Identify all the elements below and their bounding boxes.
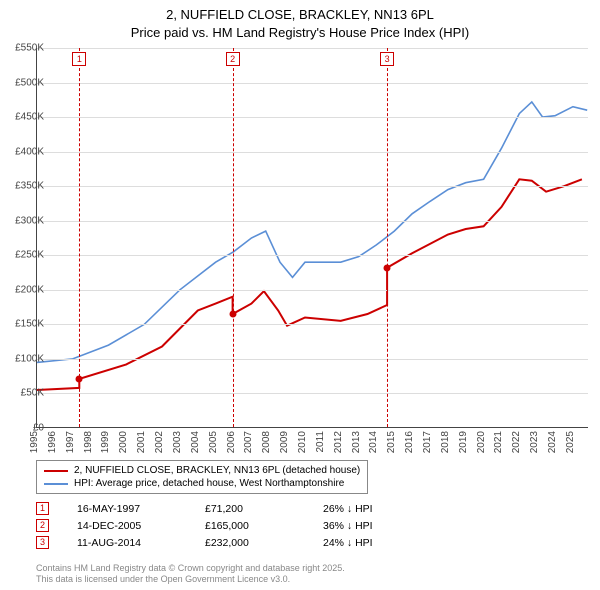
footer-line: This data is licensed under the Open Gov… bbox=[36, 574, 345, 586]
sale-delta: 26% ↓ HPI bbox=[323, 503, 373, 515]
x-axis-label: 1999 bbox=[100, 431, 111, 453]
x-axis-label: 2016 bbox=[404, 431, 415, 453]
sale-price: £232,000 bbox=[205, 537, 295, 549]
x-axis-label: 2019 bbox=[458, 431, 469, 453]
x-axis-label: 1997 bbox=[65, 431, 76, 453]
sale-marker-dot bbox=[384, 264, 391, 271]
y-axis-label: £50K bbox=[4, 388, 44, 399]
sale-marker-dot bbox=[229, 311, 236, 318]
sale-date: 16-MAY-1997 bbox=[77, 503, 177, 515]
chart-title: 2, NUFFIELD CLOSE, BRACKLEY, NN13 6PL Pr… bbox=[0, 0, 600, 41]
sale-marker-line bbox=[387, 48, 388, 427]
x-axis-label: 1998 bbox=[83, 431, 94, 453]
sale-price: £165,000 bbox=[205, 520, 295, 532]
sale-marker-box: 2 bbox=[226, 52, 240, 66]
x-axis-label: 2007 bbox=[243, 431, 254, 453]
x-axis-label: 1996 bbox=[47, 431, 58, 453]
x-axis-label: 2017 bbox=[422, 431, 433, 453]
chart-area: 1995199619971998199920002001200220032004… bbox=[36, 48, 588, 428]
footer: Contains HM Land Registry data © Crown c… bbox=[36, 563, 345, 586]
series-hpi bbox=[37, 102, 587, 363]
y-axis-label: £500K bbox=[4, 77, 44, 88]
x-axis-label: 2005 bbox=[208, 431, 219, 453]
x-axis-label: 2000 bbox=[118, 431, 129, 453]
x-axis-label: 2014 bbox=[368, 431, 379, 453]
y-axis-label: £350K bbox=[4, 181, 44, 192]
sale-marker-line bbox=[233, 48, 234, 427]
sale-marker-box: 1 bbox=[72, 52, 86, 66]
y-axis-label: £250K bbox=[4, 250, 44, 261]
sale-marker-line bbox=[79, 48, 80, 427]
y-axis-label: £150K bbox=[4, 319, 44, 330]
x-axis-label: 2020 bbox=[476, 431, 487, 453]
x-axis-label: 2025 bbox=[565, 431, 576, 453]
y-axis-label: £100K bbox=[4, 353, 44, 364]
legend-label: HPI: Average price, detached house, West… bbox=[74, 478, 344, 489]
x-axis-label: 2006 bbox=[226, 431, 237, 453]
sale-date: 14-DEC-2005 bbox=[77, 520, 177, 532]
x-axis-label: 2011 bbox=[315, 431, 326, 453]
legend-swatch bbox=[44, 470, 68, 472]
sale-delta: 24% ↓ HPI bbox=[323, 537, 373, 549]
x-axis-label: 2008 bbox=[261, 431, 272, 453]
sale-marker-box: 3 bbox=[380, 52, 394, 66]
legend: 2, NUFFIELD CLOSE, BRACKLEY, NN13 6PL (d… bbox=[36, 460, 368, 494]
sale-row: 3 11-AUG-2014 £232,000 24% ↓ HPI bbox=[36, 534, 373, 551]
x-axis-label: 2012 bbox=[333, 431, 344, 453]
sale-number-icon: 3 bbox=[36, 536, 49, 549]
x-axis-label: 2015 bbox=[386, 431, 397, 453]
sale-row: 1 16-MAY-1997 £71,200 26% ↓ HPI bbox=[36, 500, 373, 517]
x-axis-label: 2021 bbox=[493, 431, 504, 453]
sale-delta: 36% ↓ HPI bbox=[323, 520, 373, 532]
y-axis-label: £450K bbox=[4, 112, 44, 123]
legend-row: 2, NUFFIELD CLOSE, BRACKLEY, NN13 6PL (d… bbox=[44, 464, 360, 477]
title-subtitle: Price paid vs. HM Land Registry's House … bbox=[0, 24, 600, 42]
x-axis-label: 2002 bbox=[154, 431, 165, 453]
sale-date: 11-AUG-2014 bbox=[77, 537, 177, 549]
x-axis-label: 2018 bbox=[440, 431, 451, 453]
x-axis-label: 2001 bbox=[136, 431, 147, 453]
y-axis-label: £200K bbox=[4, 284, 44, 295]
x-axis-label: 2024 bbox=[547, 431, 558, 453]
x-axis-label: 2022 bbox=[511, 431, 522, 453]
y-axis-label: £0 bbox=[4, 423, 44, 434]
x-axis-label: 2009 bbox=[279, 431, 290, 453]
sale-number-icon: 2 bbox=[36, 519, 49, 532]
x-axis-label: 2004 bbox=[190, 431, 201, 453]
footer-line: Contains HM Land Registry data © Crown c… bbox=[36, 563, 345, 575]
sale-number-icon: 1 bbox=[36, 502, 49, 515]
y-axis-label: £400K bbox=[4, 146, 44, 157]
x-axis-label: 2003 bbox=[172, 431, 183, 453]
x-axis-label: 2023 bbox=[529, 431, 540, 453]
legend-swatch bbox=[44, 483, 68, 485]
x-axis-label: 2010 bbox=[297, 431, 308, 453]
legend-label: 2, NUFFIELD CLOSE, BRACKLEY, NN13 6PL (d… bbox=[74, 465, 360, 476]
sale-row: 2 14-DEC-2005 £165,000 36% ↓ HPI bbox=[36, 517, 373, 534]
sale-marker-dot bbox=[76, 375, 83, 382]
sales-table: 1 16-MAY-1997 £71,200 26% ↓ HPI 2 14-DEC-2005… bbox=[36, 500, 373, 551]
y-axis-label: £550K bbox=[4, 43, 44, 54]
title-address: 2, NUFFIELD CLOSE, BRACKLEY, NN13 6PL bbox=[0, 6, 600, 24]
x-axis-label: 1995 bbox=[29, 431, 40, 453]
chart-svg bbox=[37, 48, 588, 427]
x-axis-label: 2013 bbox=[351, 431, 362, 453]
y-axis-label: £300K bbox=[4, 215, 44, 226]
legend-row: HPI: Average price, detached house, West… bbox=[44, 477, 360, 490]
sale-price: £71,200 bbox=[205, 503, 295, 515]
